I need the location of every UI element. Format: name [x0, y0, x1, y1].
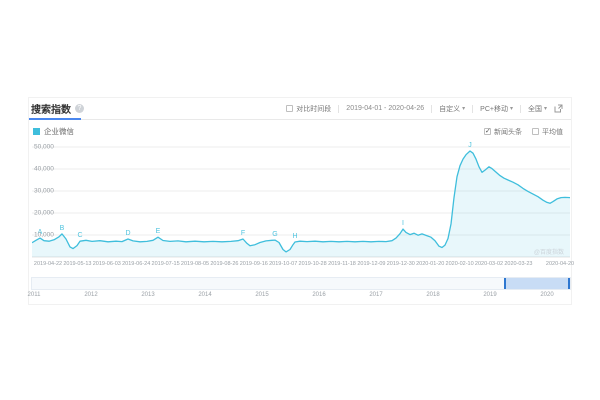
- peak-marker-A: A: [38, 229, 43, 236]
- x-axis-label: 2019-11-18: [328, 261, 356, 267]
- x-axis-label: 2019-12-09: [357, 261, 386, 267]
- chevron-down-icon: ▾: [509, 106, 513, 112]
- page-title: 搜索指数: [31, 105, 71, 116]
- slider-handle-left[interactable]: [504, 278, 507, 289]
- custom-range-label: 自定义: [439, 105, 461, 113]
- y-axis-label: 50,000: [34, 143, 54, 151]
- x-axis-label: 2019-10-28: [298, 261, 327, 267]
- chevron-down-icon: ▾: [462, 106, 466, 112]
- slider-year-label: 2011: [27, 292, 41, 298]
- peak-marker-H: H: [292, 233, 297, 240]
- news-headlines-checkbox[interactable]: ✓: [484, 128, 491, 135]
- peak-marker-F: F: [241, 230, 245, 237]
- help-icon[interactable]: ?: [75, 104, 84, 113]
- average-checkbox-group[interactable]: 平均值: [532, 127, 563, 137]
- active-tab-underline: [29, 118, 81, 120]
- search-index-card: 搜索指数 ? 对比时间段 2019-04-01 - 2020-04-26 自定义…: [27, 97, 574, 305]
- x-axis-label: 2020-01-20: [416, 261, 445, 267]
- x-axis-label: 2019-07-15: [151, 261, 180, 267]
- x-axis: 2019-04-22 2019-05-13 2019-06-03 2019-06-24…: [32, 261, 574, 270]
- legend-swatch: [33, 128, 40, 135]
- legend-item[interactable]: 企业微信: [33, 126, 74, 137]
- device-dropdown[interactable]: PC+移动 ▾: [480, 104, 513, 114]
- compare-period-checkbox-group[interactable]: 对比时间段: [286, 104, 331, 114]
- slider-selection[interactable]: [505, 278, 570, 289]
- chart-svg[interactable]: A B C D E F G H I J: [32, 135, 570, 259]
- slider-year-label: 2013: [141, 292, 155, 298]
- slider-year-label: 2012: [84, 292, 98, 298]
- x-axis-label: 2019-05-13: [63, 261, 92, 267]
- slider-year-label: 2014: [198, 292, 212, 298]
- slider-year-label: 2017: [369, 292, 383, 298]
- peak-marker-B: B: [60, 225, 65, 232]
- region-dropdown[interactable]: 全国 ▾: [528, 104, 547, 114]
- legend-row: 企业微信 ✓ 新闻头条 平均值: [29, 120, 571, 137]
- card-header: 搜索指数 ? 对比时间段 2019-04-01 - 2020-04-26 自定义…: [29, 98, 571, 120]
- peak-marker-E: E: [156, 228, 161, 235]
- slider-track[interactable]: [31, 277, 571, 290]
- x-axis-label: 2019-12-30: [386, 261, 415, 267]
- watermark: @百度指数: [533, 250, 564, 256]
- header-controls: 对比时间段 2019-04-01 - 2020-04-26 自定义 ▾ PC+移…: [286, 104, 563, 114]
- chevron-down-icon: ▾: [543, 106, 547, 112]
- x-axis-label: 2019-06-24: [122, 261, 151, 267]
- y-axis-label: 20,000: [34, 209, 54, 217]
- device-label: PC+移动: [480, 105, 508, 113]
- y-axis-label: 40,000: [34, 165, 54, 173]
- x-axis-label: 2019-08-05: [180, 261, 210, 267]
- x-axis-label: 2019-08-26: [210, 261, 239, 267]
- slider-year-labels: 2011 2012 2013 2014 2015 2016 2017 2018 2019 2020: [27, 292, 571, 301]
- news-headlines-checkbox-group[interactable]: ✓ 新闻头条: [484, 127, 522, 137]
- region-label: 全国: [527, 105, 542, 113]
- x-axis-label: 2020-02-10: [445, 261, 474, 267]
- x-axis-label: 2019-10-07: [269, 261, 298, 267]
- peak-marker-C: C: [77, 232, 82, 239]
- chart-plot[interactable]: A B C D E F G H I J 50,000 40,000 30,000 20,000 10,00…: [32, 135, 570, 259]
- y-axis-label: 30,000: [34, 187, 54, 195]
- peak-marker-D: D: [125, 230, 130, 237]
- compare-period-checkbox[interactable]: [286, 105, 294, 112]
- separator: [519, 104, 521, 113]
- y-axis-label: 10,000: [34, 231, 54, 239]
- x-axis-label: 2020-03-02: [474, 261, 504, 267]
- slider-year-label: 2020: [540, 292, 554, 298]
- separator: [472, 104, 474, 113]
- compare-period-label: 对比时间段: [296, 105, 332, 113]
- peak-marker-J: J: [468, 142, 472, 149]
- average-label: 平均值: [542, 128, 563, 136]
- x-axis-label: 2019-04-22: [33, 261, 63, 267]
- average-checkbox[interactable]: [532, 128, 539, 135]
- peak-marker-I: I: [402, 220, 404, 227]
- separator: [338, 104, 340, 113]
- header-left: 搜索指数 ?: [29, 101, 84, 116]
- chart-options: ✓ 新闻头条 平均值: [484, 127, 563, 137]
- x-axis-label: 2019-09-16: [239, 261, 268, 267]
- series-area: [32, 151, 570, 257]
- slider-year-label: 2015: [255, 292, 269, 298]
- x-axis-label: 2019-06-03: [92, 261, 121, 267]
- x-axis-label: 2020-03-23: [504, 261, 533, 267]
- slider-year-label: 2018: [426, 292, 440, 298]
- separator: [431, 104, 433, 113]
- slider-year-label: 2019: [483, 292, 497, 298]
- legend-label: 企业微信: [44, 127, 74, 136]
- news-headlines-label: 新闻头条: [494, 128, 522, 136]
- timeline-slider[interactable]: 2011 2012 2013 2014 2015 2016 2017 2018 2019 2020: [27, 277, 571, 301]
- peak-marker-G: G: [272, 231, 277, 238]
- slider-handle-right[interactable]: [568, 278, 570, 289]
- series-line: [32, 150, 570, 253]
- x-axis-label: 2020-04-20: [545, 261, 575, 267]
- date-range[interactable]: 2019-04-01 - 2020-04-26: [346, 105, 425, 112]
- slider-year-label: 2016: [312, 292, 326, 298]
- external-link-icon[interactable]: [554, 104, 563, 113]
- custom-range-dropdown[interactable]: 自定义 ▾: [439, 104, 465, 114]
